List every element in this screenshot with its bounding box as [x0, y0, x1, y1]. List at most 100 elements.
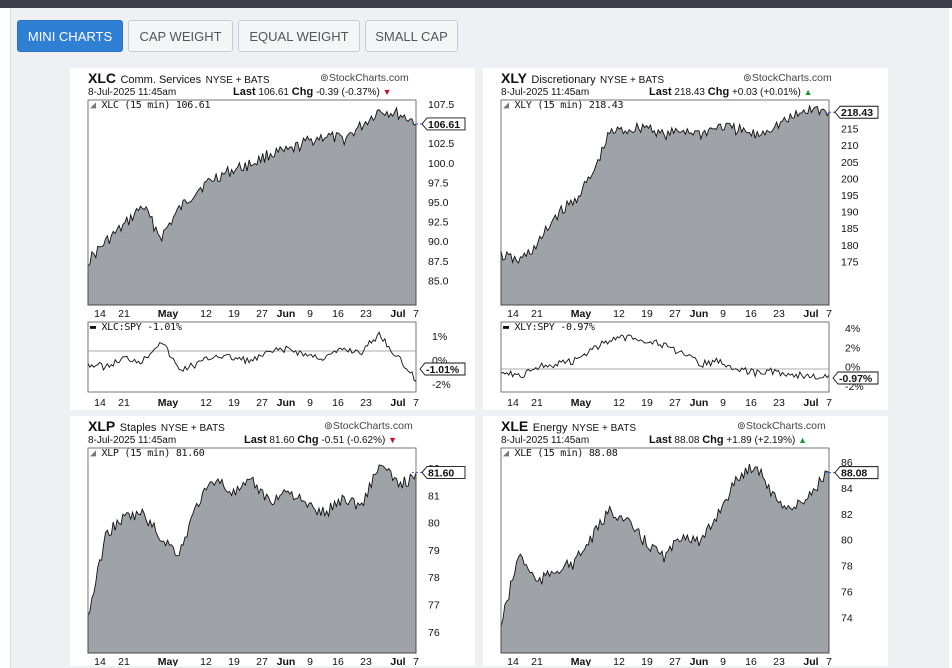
change-direction-icon: ▼: [388, 435, 398, 445]
x-tick-label: May: [571, 308, 592, 320]
last-price-badge-text: 106.61: [428, 119, 460, 131]
x-tick-label: 23: [773, 308, 785, 320]
x-tick-label: 19: [641, 656, 653, 666]
x-tick-label: 9: [307, 397, 313, 409]
chart-svg: 8281807978777681.601421May121927Jun91623…: [87, 447, 466, 666]
tab-equal-weight[interactable]: EQUAL WEIGHT: [238, 20, 360, 52]
relative-tick-label: 4%: [845, 323, 860, 335]
chart-title: XLE Energy NYSE + BATS: [501, 418, 636, 436]
x-tick-label: Jun: [690, 656, 709, 666]
price-tick-label: 81: [428, 490, 440, 502]
x-tick-label: May: [571, 397, 592, 409]
price-tick-label: 100.0: [428, 158, 454, 170]
relative-tick-label: 0%: [845, 362, 860, 374]
price-tick-label: 82: [841, 509, 853, 521]
chart-card-xly[interactable]: XLY Discretionary NYSE + BATS ⊚StockChar…: [483, 68, 888, 410]
chart-title: XLP Staples NYSE + BATS: [88, 418, 225, 436]
last-price-badge-text: 88.08: [841, 468, 867, 480]
series-legend: ◢ XLP (15 min) 81.60: [90, 448, 205, 459]
x-tick-label: 27: [669, 308, 681, 320]
x-tick-label: Jul: [390, 397, 405, 409]
x-tick-label: 9: [307, 308, 313, 320]
last-value: 218.43: [674, 87, 705, 98]
date-stamp: 8-Jul-2025 11:45am: [88, 435, 177, 446]
series-legend: ◢ XLC (15 min) 106.61: [90, 100, 210, 111]
relative-label: XLY:SPY -0.97%: [514, 322, 595, 333]
x-tick-label: 21: [531, 397, 543, 409]
symbol: XLP: [88, 418, 116, 434]
price-area: [500, 463, 830, 654]
x-tick-label: 16: [332, 397, 344, 409]
chart-card-xlc[interactable]: XLC Comm. Services NYSE + BATS ⊚StockCha…: [70, 68, 475, 410]
x-tick-label: 9: [307, 656, 313, 666]
last-price-badge-text: 218.43: [841, 107, 873, 119]
x-tick-label: 19: [228, 308, 240, 320]
mountain-chart-icon: ◢: [90, 448, 96, 459]
price-tick-label: 87.5: [428, 256, 449, 268]
x-tick-label: 14: [94, 308, 106, 320]
x-tick-label: 12: [200, 656, 212, 666]
x-tick-label: 19: [641, 397, 653, 409]
x-tick-label: Jun: [277, 397, 296, 409]
x-tick-label: 27: [669, 656, 681, 666]
x-tick-label: 21: [118, 308, 130, 320]
relative-frame: [500, 321, 830, 393]
x-tick-label: 23: [360, 397, 372, 409]
tab-cap-weight[interactable]: CAP WEIGHT: [128, 20, 233, 52]
source-label: StockCharts.com: [328, 72, 409, 84]
x-tick-label: 12: [200, 308, 212, 320]
last-price-badge: [421, 117, 466, 131]
x-tick-label: May: [158, 656, 179, 666]
date-stamp: 8-Jul-2025 11:45am: [501, 87, 590, 98]
x-tick-label: 21: [531, 656, 543, 666]
price-tick-label: 185: [841, 223, 859, 235]
x-tick-label: Jul: [390, 308, 405, 320]
exchange: NYSE + BATS: [600, 75, 665, 86]
tab-small-cap[interactable]: SMALL CAP: [365, 20, 458, 52]
price-area: [500, 104, 830, 306]
tab-mini-charts[interactable]: MINI CHARTS: [17, 20, 123, 52]
x-tick-label: 16: [332, 656, 344, 666]
last-price-badge: [421, 465, 466, 479]
x-tick-label: Jul: [803, 397, 818, 409]
date-stamp: 8-Jul-2025 11:45am: [88, 87, 177, 98]
chart-svg: 220215210205200195190185180175218.431421…: [500, 99, 879, 409]
x-tick-label: Jun: [277, 656, 296, 666]
chg-label: Chg: [702, 434, 724, 446]
price-tick-label: 78: [428, 572, 440, 584]
mountain-chart-icon: ◢: [503, 100, 509, 111]
last-label: Last: [649, 86, 672, 98]
chart-svg: 107.5105.0102.5100.097.595.092.590.087.5…: [87, 99, 466, 409]
x-tick-label: 21: [118, 397, 130, 409]
price-tick-label: 74: [841, 612, 853, 624]
price-tick-label: 200: [841, 173, 859, 185]
source-label: StockCharts.com: [332, 420, 413, 432]
chart-title: XLY Discretionary NYSE + BATS: [501, 70, 664, 88]
price-frame: [500, 447, 830, 654]
price-tick-label: 210: [841, 140, 859, 152]
series-label: XLP (15 min) 81.60: [101, 448, 205, 459]
relative-tick-label: 2%: [845, 342, 860, 354]
chart-card-xlp[interactable]: XLP Staples NYSE + BATS ⊚StockCharts.com…: [70, 416, 475, 666]
price-tick-label: 76: [841, 587, 853, 599]
x-tick-label: May: [158, 397, 179, 409]
relative-badge-text: -0.97%: [839, 373, 873, 385]
price-tick-label: 195: [841, 190, 859, 202]
copyright-circle-icon: ⊚: [737, 420, 746, 432]
x-tick-label: Jun: [690, 397, 709, 409]
x-tick-label: Jul: [803, 308, 818, 320]
x-tick-label: Jul: [803, 656, 818, 666]
x-tick-label: 27: [256, 308, 268, 320]
relative-badge: [832, 371, 879, 385]
price-tick-label: 215: [841, 124, 859, 136]
x-tick-label: 23: [773, 397, 785, 409]
chart-card-xle[interactable]: XLE Energy NYSE + BATS ⊚StockCharts.com …: [483, 416, 888, 666]
series-legend: ◢ XLY (15 min) 218.43: [503, 100, 623, 111]
price-frame: [500, 99, 830, 306]
last-value: 88.08: [674, 435, 700, 446]
last-price-badge: [834, 105, 879, 119]
change-direction-icon: ▼: [382, 87, 392, 97]
x-tick-label: 7: [826, 308, 832, 320]
x-tick-label: 16: [745, 656, 757, 666]
price-tick-label: 77: [428, 600, 440, 612]
